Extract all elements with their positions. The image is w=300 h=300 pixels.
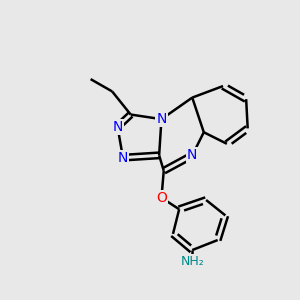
Text: O: O (156, 191, 167, 205)
Text: NH₂: NH₂ (180, 255, 204, 268)
Text: N: N (118, 151, 128, 165)
Text: N: N (112, 120, 123, 134)
Text: N: N (187, 148, 197, 162)
Text: N: N (156, 112, 167, 126)
